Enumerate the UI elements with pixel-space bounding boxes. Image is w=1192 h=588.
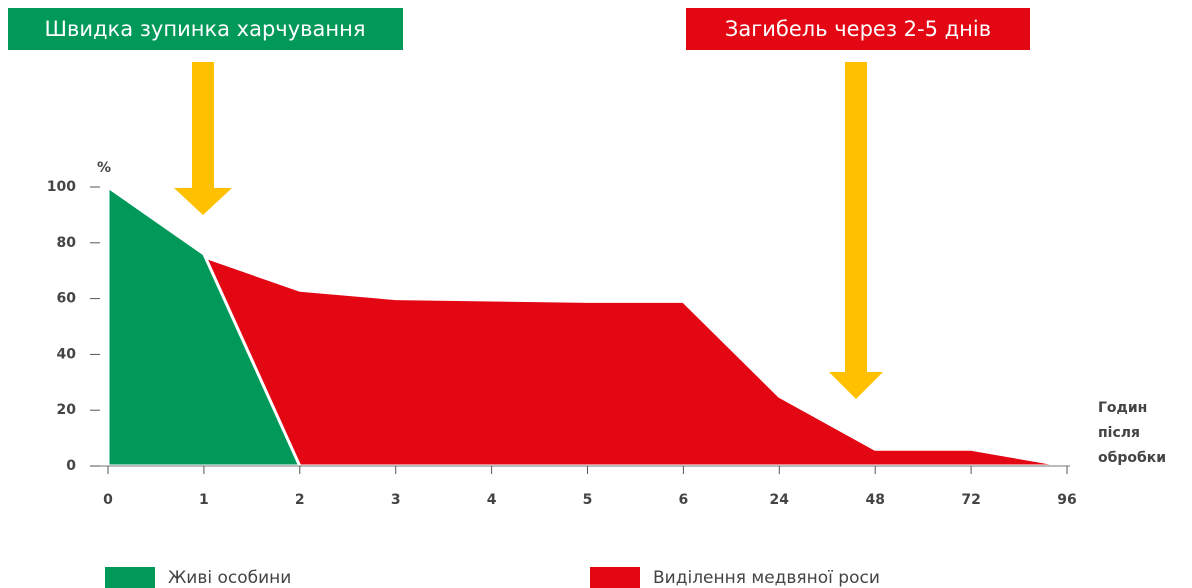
- x-tick-label: 72: [961, 492, 980, 508]
- y-tick-label: 80: [57, 235, 77, 251]
- y-tick-label: 0: [66, 458, 76, 474]
- legend-swatch: [105, 567, 155, 588]
- x-tick-label: 48: [865, 492, 884, 508]
- annotation: Швидка зупинка харчування: [45, 17, 366, 41]
- annotation-box: [686, 8, 1030, 50]
- plot: [106, 185, 1069, 468]
- x-axis-label: після: [1098, 425, 1140, 441]
- arrow: [174, 62, 232, 215]
- x-tick-label: 96: [1057, 492, 1076, 508]
- x-tick-label: 3: [391, 492, 401, 508]
- y-tick-label: 60: [57, 291, 77, 307]
- area: [202, 255, 1069, 468]
- y-tick-label: 20: [57, 402, 77, 418]
- y-tick-label: 100: [47, 179, 76, 195]
- legend-swatch: [590, 567, 640, 588]
- x-axis-label: обробки: [1098, 450, 1166, 466]
- x-axis-label: Годин: [1098, 400, 1147, 416]
- y-tick-label: 40: [57, 346, 77, 362]
- x-tick-label: 1: [199, 492, 209, 508]
- legend-label: Виділення медвяної роси: [653, 568, 880, 588]
- legend-label: Живі особини: [168, 568, 291, 588]
- x-tick-label: 24: [770, 492, 790, 508]
- y-axis-label: %: [97, 160, 111, 176]
- x-tick-label: 5: [583, 492, 593, 508]
- x-tick-label: 0: [103, 492, 113, 508]
- annotation-box: [8, 8, 403, 50]
- x-tick-label: 2: [295, 492, 305, 508]
- annotation: Загибель через 2-5 днів: [725, 17, 991, 41]
- x-tick-label: 6: [679, 492, 689, 508]
- arrow: [829, 62, 883, 399]
- x-tick-label: 4: [487, 492, 497, 508]
